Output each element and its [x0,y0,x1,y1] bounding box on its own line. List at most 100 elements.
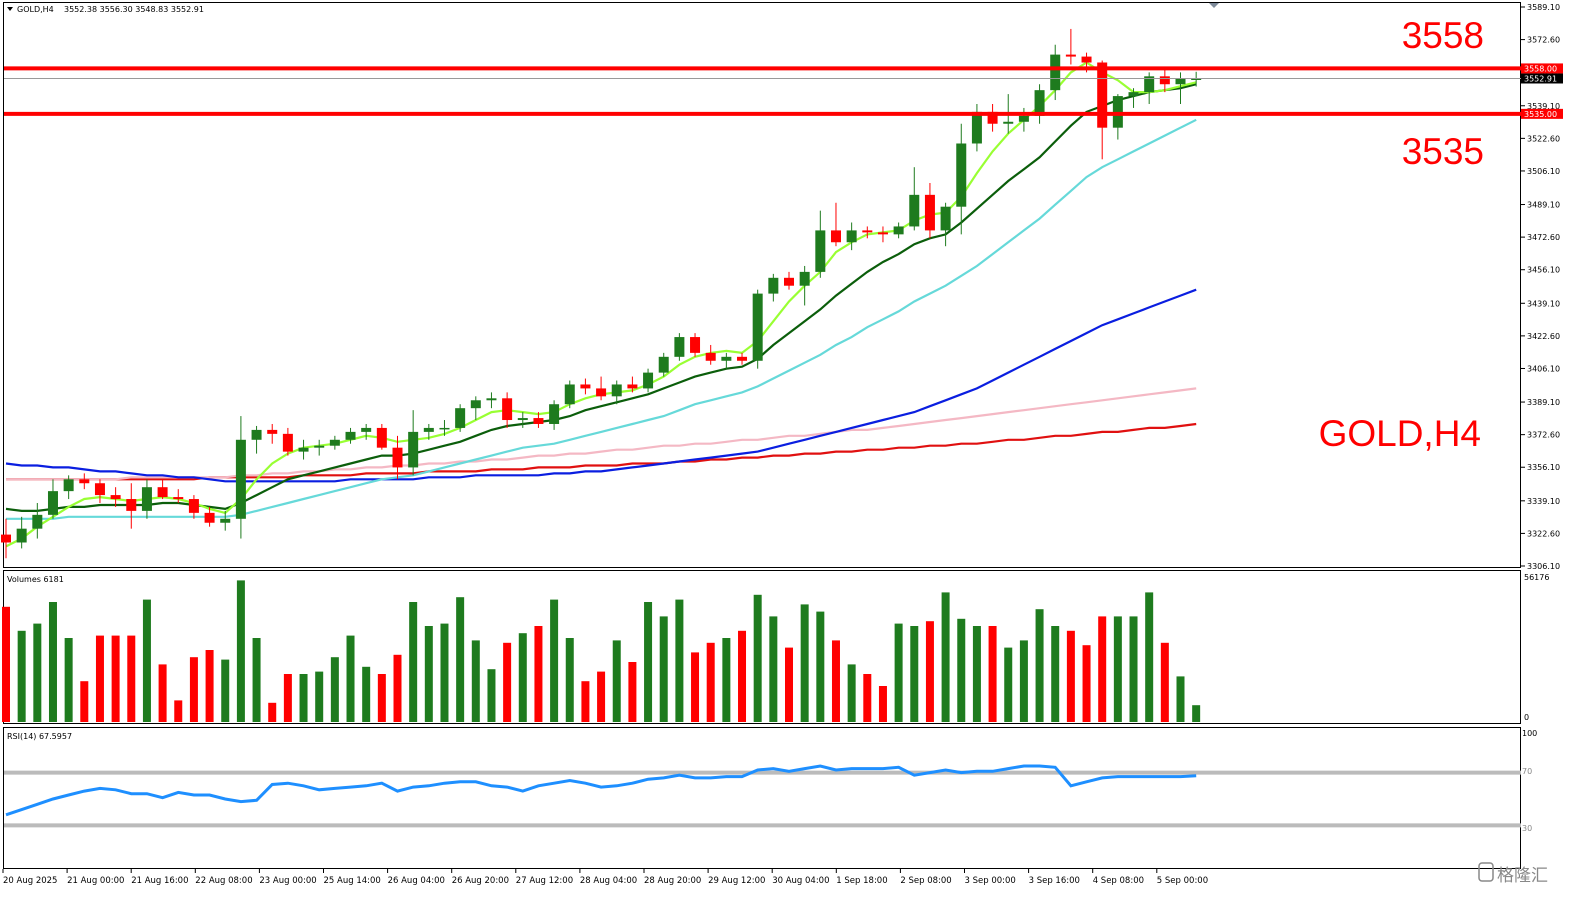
candle-body [1018,115,1029,122]
candle-body [1050,54,1061,91]
candle-body [564,384,575,405]
candle-body [1191,78,1202,80]
candle-body [282,433,293,452]
candle-body [204,512,215,523]
candle [987,103,998,132]
candle-body [893,226,904,235]
candle [157,479,168,500]
candle [1175,72,1186,104]
volume-bar [174,700,183,722]
candle-body [846,230,857,243]
candle [79,473,90,490]
volume-bar [503,642,512,722]
candle-body [862,230,873,233]
price-tag-3558-bg [1521,63,1563,74]
candle-body [674,337,685,357]
rsi-axis-70: 70 [1522,767,1532,776]
candle [737,352,748,365]
candle-body [987,111,998,124]
candle [705,344,716,365]
candle [188,495,199,519]
candle-body [16,528,27,543]
time-tick-label: 1 Sep 18:00 [836,876,887,886]
time-tick-label: 25 Aug 14:00 [324,876,381,886]
rsi-panel-title: RSI(14) 67.5957 [7,732,72,741]
price-tick-label: 3589.10 [1527,3,1560,12]
candle-body [924,194,935,231]
price-tick-label: 3439.10 [1527,299,1560,308]
candle [32,502,43,539]
candle [627,376,638,393]
candle [564,380,575,409]
watermark: 格隆汇 [1478,862,1548,886]
time-tick-label: 26 Aug 04:00 [388,876,445,886]
scroll-marker-icon[interactable] [1209,3,1219,8]
candle-body [235,439,246,519]
candle-body [580,384,591,389]
volume-bar [33,623,42,722]
candle-body [1081,56,1092,63]
volume-bar [894,623,903,722]
candle [439,420,450,436]
volume-bar [612,640,621,722]
candle-body [830,230,841,243]
volume-bar [972,626,981,722]
candle [580,378,591,395]
candle-body [596,388,607,397]
volume-bar [377,674,386,722]
volume-bar [785,647,793,722]
price-tick-label: 3372.60 [1527,431,1560,440]
candle [1191,71,1202,87]
candle-body [345,431,356,440]
time-tick-label: 20 Aug 2025 [3,876,57,886]
candle [345,427,356,444]
volume-axis-max: 56176 [1524,573,1549,582]
volume-bar [1066,630,1075,722]
volume-bar [487,669,496,722]
time-tick-label: 29 Aug 12:00 [708,876,765,886]
candle-body [314,445,325,448]
rsi-panel-frame [3,727,1521,869]
price-tick-label: 3322.60 [1527,529,1560,538]
watermark-text: 格隆汇 [1497,866,1548,886]
volume-bar [1019,640,1028,722]
symbol-timeframe: GOLD,H4 [17,5,54,14]
candle [376,423,387,450]
candle-body [752,293,763,361]
candle-body [423,427,434,432]
candle [674,333,685,361]
candle-body [768,277,779,294]
candle [517,412,528,428]
volume-bar [205,650,214,722]
ma-pink-line [6,387,1197,481]
candle-body [455,408,466,428]
candle [815,210,826,278]
candle [235,416,246,539]
candle [1050,44,1061,101]
candle-body [361,427,372,432]
volume-bar [64,638,73,722]
volume-bar [722,638,731,722]
volume-bar [1160,642,1169,722]
volume-bar [706,642,715,722]
time-tick-label: 3 Sep 16:00 [1029,876,1080,886]
volume-bar [910,626,919,722]
price-tick-label: 3406.10 [1527,364,1560,373]
candle [63,475,74,500]
candle [893,222,904,239]
candle-body [32,514,43,529]
volume-bar [800,604,809,722]
volume-bar [1145,592,1154,722]
candle-body [1065,54,1076,57]
candle-body [173,497,184,500]
menu-dropdown-icon[interactable] [7,7,13,11]
candle-body [533,418,544,424]
volume-bar [283,674,292,722]
candle-body [110,495,121,500]
candle [643,368,654,393]
volume-bar [346,635,355,722]
price-tick-label: 3539.10 [1527,102,1560,111]
candle-body [971,111,982,144]
time-tick-label: 28 Aug 20:00 [644,876,701,886]
volume-bar [1051,626,1060,722]
